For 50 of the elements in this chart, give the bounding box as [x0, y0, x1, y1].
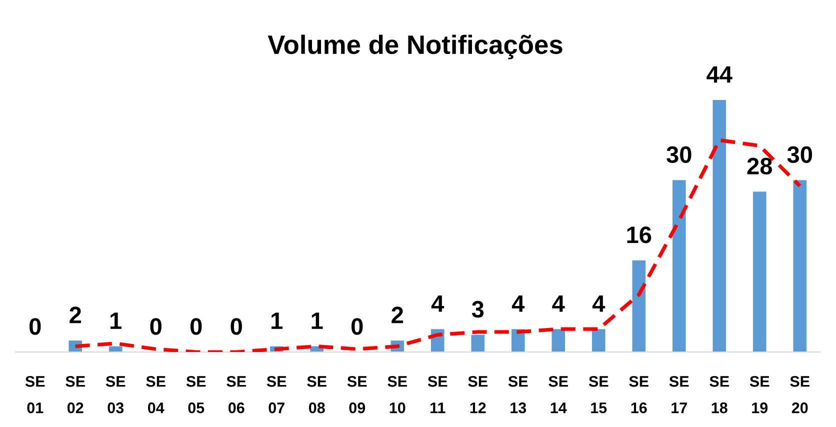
bar — [712, 100, 726, 352]
data-label: 2 — [70, 306, 81, 324]
chart-title: Volume de Notificações — [268, 34, 562, 60]
data-label: 2 — [392, 306, 403, 324]
data-label: 4 — [552, 295, 565, 312]
x-tick-label: SE 10 — [388, 376, 407, 414]
x-tick-label: SE 18 — [710, 376, 729, 414]
x-tick-label: SE 12 — [468, 376, 488, 414]
bar — [511, 329, 525, 352]
x-tick-label: SE 05 — [186, 376, 206, 414]
bar — [793, 180, 807, 352]
x-tick-label: SE 20 — [790, 376, 810, 414]
data-label: 30 — [666, 146, 692, 164]
data-label: 0 — [150, 318, 162, 335]
bar — [592, 329, 606, 352]
x-tick-label: SE 11 — [428, 376, 448, 414]
bar — [752, 192, 766, 352]
x-tick-label: SE 04 — [146, 376, 166, 414]
data-label: 0 — [190, 318, 202, 335]
data-label: 4 — [431, 295, 444, 312]
x-tick-label: SE 01 — [25, 376, 45, 414]
x-tick-label: SE 16 — [629, 376, 648, 414]
data-label: 16 — [627, 226, 652, 244]
x-tick-label: SE 19 — [750, 376, 770, 414]
x-tick-label: SE 17 — [669, 376, 689, 414]
data-label: 1 — [312, 312, 323, 329]
data-label: 30 — [787, 146, 812, 164]
data-label: 4 — [592, 295, 606, 312]
x-tick-label: SE 07 — [266, 376, 286, 414]
data-label: 1 — [110, 312, 122, 329]
data-label: 44 — [706, 66, 732, 83]
data-label: 0 — [351, 318, 363, 335]
data-label: 3 — [472, 300, 484, 318]
x-tick-label: SE 13 — [508, 376, 528, 414]
x-tick-label: SE 03 — [106, 376, 126, 414]
data-label: 1 — [272, 312, 283, 329]
x-tick-label: SE 08 — [307, 376, 326, 414]
x-tick-label: SE 14 — [548, 376, 568, 414]
bar — [552, 329, 566, 352]
bar — [471, 334, 485, 352]
x-tick-label: SE 15 — [588, 376, 608, 414]
x-tick-label: SE 06 — [226, 376, 246, 414]
x-tick-label: SE 09 — [347, 376, 367, 414]
x-tick-label: SE 02 — [66, 376, 85, 414]
data-label: 4 — [512, 295, 525, 312]
data-label: 0 — [29, 318, 41, 335]
data-label: 0 — [230, 318, 242, 335]
bar — [672, 180, 686, 352]
bar — [632, 260, 646, 352]
data-label: 28 — [747, 158, 772, 174]
